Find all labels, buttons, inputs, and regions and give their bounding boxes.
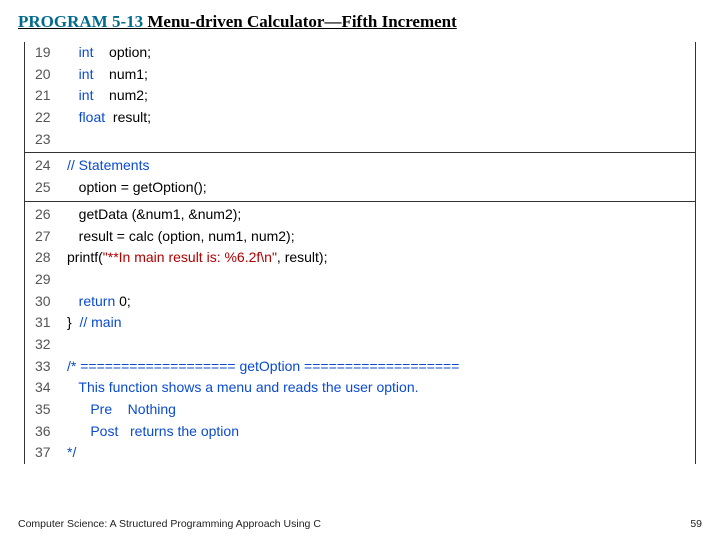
line-number: 24 xyxy=(25,155,67,177)
code-line: 35 Pre Nothing xyxy=(25,399,695,421)
slide-footer: Computer Science: A Structured Programmi… xyxy=(18,518,702,530)
code-text: } // main xyxy=(67,312,695,334)
line-number: 35 xyxy=(25,399,67,421)
code-line: 31} // main xyxy=(25,312,695,334)
line-number: 30 xyxy=(25,291,67,313)
code-line: 34 This function shows a menu and reads … xyxy=(25,377,695,399)
code-text: printf("**In main result is: %6.2f\n", r… xyxy=(67,247,695,269)
footer-page-number: 59 xyxy=(690,518,702,530)
slide-title: PROGRAM 5-13 Menu-driven Calculator—Fift… xyxy=(18,12,702,32)
code-line: 33/* =================== getOption =====… xyxy=(25,356,695,378)
line-number: 23 xyxy=(25,129,67,151)
line-number: 26 xyxy=(25,204,67,226)
line-number: 21 xyxy=(25,85,67,107)
line-number: 32 xyxy=(25,334,67,356)
code-line: 19 int option; xyxy=(25,42,695,64)
code-line: 25 option = getOption(); xyxy=(25,177,695,199)
line-number: 25 xyxy=(25,177,67,199)
code-line: 27 result = calc (option, num1, num2); xyxy=(25,226,695,248)
code-line: 22 float result; xyxy=(25,107,695,129)
code-line: 21 int num2; xyxy=(25,85,695,107)
line-number: 27 xyxy=(25,226,67,248)
code-line: 37*/ xyxy=(25,442,695,464)
line-number: 22 xyxy=(25,107,67,129)
code-line: 26 getData (&num1, &num2); xyxy=(25,204,695,226)
code-line: 24// Statements xyxy=(25,155,695,177)
code-text: option = getOption(); xyxy=(67,177,695,199)
footer-book-title: Computer Science: A Structured Programmi… xyxy=(18,518,321,530)
code-text: int num2; xyxy=(67,85,695,107)
code-line: 28printf("**In main result is: %6.2f\n",… xyxy=(25,247,695,269)
code-text: /* =================== getOption =======… xyxy=(67,356,695,378)
line-number: 28 xyxy=(25,247,67,269)
line-number: 19 xyxy=(25,42,67,64)
program-label: PROGRAM 5-13 xyxy=(18,12,143,31)
line-number: 31 xyxy=(25,312,67,334)
code-text: Post returns the option xyxy=(67,421,695,443)
line-number: 20 xyxy=(25,64,67,86)
code-text xyxy=(67,129,695,151)
code-text: // Statements xyxy=(67,155,695,177)
line-number: 29 xyxy=(25,269,67,291)
line-number: 36 xyxy=(25,421,67,443)
code-text: return 0; xyxy=(67,291,695,313)
code-text: This function shows a menu and reads the… xyxy=(67,377,695,399)
code-text xyxy=(67,269,695,291)
line-number: 34 xyxy=(25,377,67,399)
code-line: 32 xyxy=(25,334,695,356)
code-line: 20 int num1; xyxy=(25,64,695,86)
line-number: 37 xyxy=(25,442,67,464)
code-text: float result; xyxy=(67,107,695,129)
code-text: Pre Nothing xyxy=(67,399,695,421)
line-number: 33 xyxy=(25,356,67,378)
code-listing: 19 int option;20 int num1;21 int num2;22… xyxy=(24,42,696,464)
code-text xyxy=(67,334,695,356)
code-text: result = calc (option, num1, num2); xyxy=(67,226,695,248)
code-text: int num1; xyxy=(67,64,695,86)
program-desc: Menu-driven Calculator—Fifth Increment xyxy=(147,12,456,31)
code-line: 23 xyxy=(25,129,695,151)
code-text: int option; xyxy=(67,42,695,64)
code-line: 29 xyxy=(25,269,695,291)
code-line: 30 return 0; xyxy=(25,291,695,313)
code-text: getData (&num1, &num2); xyxy=(67,204,695,226)
code-line: 36 Post returns the option xyxy=(25,421,695,443)
code-text: */ xyxy=(67,442,695,464)
